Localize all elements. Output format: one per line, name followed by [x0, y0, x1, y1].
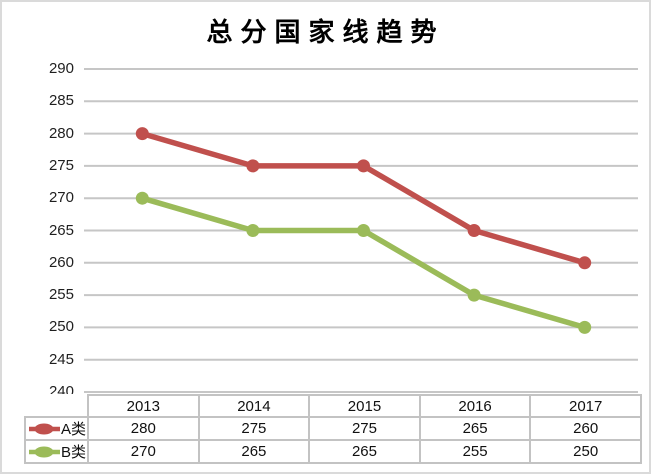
- series-name-label: B类: [61, 444, 87, 461]
- data-point: [246, 159, 260, 173]
- year-header-cell: 2017: [529, 394, 642, 418]
- value-cell: 260: [529, 416, 642, 441]
- value-cell: 270: [87, 439, 200, 464]
- y-axis-tick-label: 280: [48, 124, 74, 142]
- value-cell: 250: [529, 439, 642, 464]
- value-cell: 265: [197, 439, 311, 464]
- corner-cell: [25, 395, 88, 417]
- value-cell: 265: [418, 416, 532, 441]
- y-axis-tick-label: 250: [48, 318, 74, 336]
- legend-cell: B类: [24, 439, 89, 464]
- value-cell: 265: [308, 439, 421, 464]
- y-axis-tick-label: 255: [48, 286, 74, 304]
- data-point: [578, 256, 592, 270]
- value-cell: 255: [418, 439, 532, 464]
- data-point: [467, 224, 481, 237]
- legend-marker-icon: [29, 423, 60, 434]
- y-axis-tick-label: 290: [48, 60, 74, 77]
- data-point: [357, 159, 370, 173]
- data-table: 2013 2014 2015 2016 2017 A类 280 275 275 265 260 B类 2…: [24, 394, 642, 464]
- data-point: [578, 320, 592, 334]
- year-header-cell: 2016: [418, 394, 532, 418]
- year-header-cell: 2015: [308, 394, 421, 418]
- year-header-cell: 2013: [87, 394, 200, 418]
- value-cell: 275: [197, 416, 311, 441]
- y-axis-tick-label: 260: [48, 253, 74, 271]
- legend-cell: A类: [24, 416, 89, 441]
- data-point: [467, 288, 481, 302]
- y-axis-tick-label: 275: [48, 156, 74, 174]
- data-point: [135, 127, 149, 141]
- data-point: [135, 191, 149, 205]
- legend-marker-icon: [29, 446, 60, 457]
- y-axis-tick-label: 285: [48, 92, 74, 110]
- data-point: [246, 224, 260, 237]
- data-point: [357, 224, 370, 237]
- value-cell: 280: [87, 416, 200, 441]
- y-axis-tick-label: 245: [48, 350, 74, 368]
- chart-title: 总分国家线趋势: [206, 18, 445, 48]
- series-name-label: A类: [61, 421, 87, 438]
- y-axis-tick-label: 270: [48, 189, 74, 207]
- year-header-cell: 2014: [197, 394, 311, 418]
- value-cell: 275: [308, 416, 421, 441]
- y-axis-tick-label: 265: [48, 221, 74, 239]
